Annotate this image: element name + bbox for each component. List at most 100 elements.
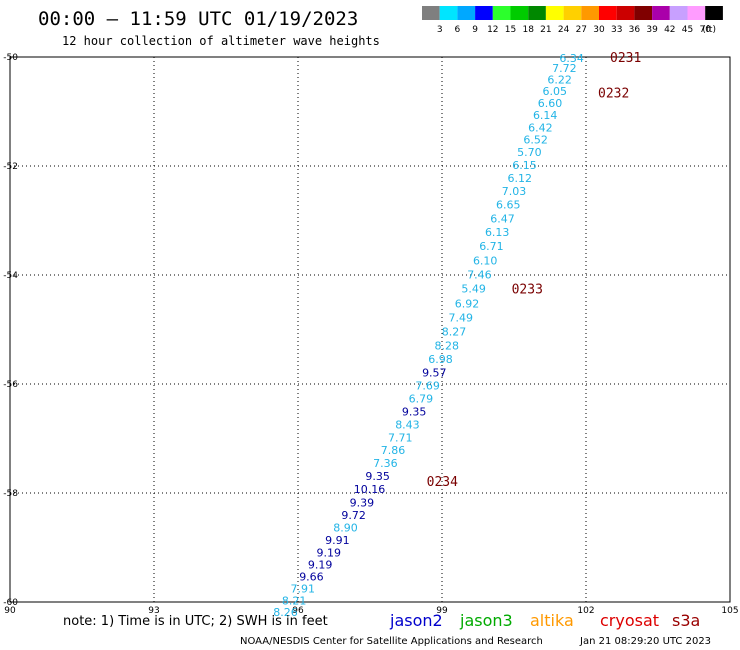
colorbar-label: 18 (522, 25, 534, 35)
colorbar-label: 3 (437, 25, 443, 35)
wave-height-value: 7.46 (467, 268, 492, 281)
colorbar-swatch (705, 6, 723, 20)
colorbar-swatch (439, 6, 458, 20)
pass-label: 0233 (512, 283, 543, 298)
colorbar-unit: (ft) (702, 25, 716, 35)
wave-height-value: 8.26 (273, 606, 298, 619)
y-tick-label: -50 (3, 53, 18, 63)
credit-text: NOAA/NESDIS Center for Satellite Applica… (240, 636, 543, 647)
footer-note: note: 1) Time is in UTC; 2) SWH is in fe… (63, 614, 328, 629)
wave-height-value: 6.52 (523, 133, 548, 146)
satellite-label: jason2 (389, 611, 443, 630)
x-tick-label: 93 (148, 606, 159, 616)
wave-height-value: 5.70 (517, 146, 542, 159)
wave-height-value: 7.69 (415, 380, 440, 393)
colorbar-swatch (422, 6, 440, 20)
wave-height-value: 8.43 (395, 418, 420, 431)
satellite-legend: jason2 jason3 altika cryosat s3a (389, 611, 700, 630)
y-tick-label: -56 (3, 380, 18, 390)
wave-height-value: 8.90 (333, 521, 358, 534)
chart-subtitle: 12 hour collection of altimeter wave hei… (62, 34, 380, 48)
wave-height-value: 6.60 (538, 97, 563, 110)
colorbar-swatch (563, 6, 582, 20)
plot-frame (9, 56, 731, 603)
wave-height-value: 7.91 (291, 582, 316, 595)
y-tick-label: -54 (3, 271, 18, 281)
colorbar-label: 9 (472, 25, 478, 35)
x-tick-label: 105 (721, 606, 738, 616)
colorbar-label: 12 (487, 25, 498, 35)
colorbar-label: 45 (682, 25, 693, 35)
wave-height-value: 6.34 (559, 52, 584, 65)
colorbar-legend: 3 6 9 12 15 18 21 24 27 30 33 36 39 42 45 70(ft) (422, 6, 723, 35)
wave-height-value: 8.28 (435, 339, 460, 352)
colorbar-label: 39 (646, 25, 658, 35)
x-tick-label: 90 (4, 606, 16, 616)
wave-height-value: 6.10 (473, 254, 498, 267)
x-tick-label: 102 (577, 606, 594, 616)
colorbar-swatch (475, 6, 493, 20)
colorbar-swatch (545, 6, 564, 20)
wave-height-value: 8.21 (282, 594, 307, 607)
colorbar-swatch (492, 6, 511, 20)
wave-height-value: 6.47 (490, 212, 515, 225)
colorbar-swatch (687, 6, 706, 20)
colorbar-label: 36 (629, 25, 641, 35)
grid-lines (10, 57, 730, 602)
wave-height-value: 9.39 (350, 496, 375, 509)
pass-labels: 0231 0232 0233 0234 (427, 51, 642, 490)
colorbar-label: 33 (611, 25, 622, 35)
wave-height-value: 7.71 (388, 431, 413, 444)
wave-height-value: 6.92 (455, 297, 480, 310)
wave-height-value: 7.36 (373, 457, 398, 470)
pass-label: 0231 (610, 51, 641, 66)
wave-height-value: 6.79 (409, 393, 434, 406)
wave-height-value: 6.22 (547, 73, 572, 86)
pass-label: 0234 (427, 475, 458, 490)
chart-title: 00:00 – 11:59 UTC 01/19/2023 (38, 8, 358, 30)
y-tick-label: -60 (3, 598, 18, 608)
wave-height-value: 9.72 (341, 509, 366, 522)
wave-height-value: 9.66 (299, 570, 324, 583)
colorbar-swatch (510, 6, 529, 20)
colorbar-label: 27 (576, 25, 587, 35)
wave-height-value: 6.42 (528, 121, 553, 134)
wave-height-value: 5.49 (461, 283, 486, 296)
colorbar-label: 30 (593, 25, 605, 35)
colorbar-label: 6 (455, 25, 461, 35)
wave-height-value: 9.19 (316, 546, 341, 559)
satellite-label: altika (530, 611, 574, 630)
wave-height-value: 6.98 (428, 353, 453, 366)
wave-height-value: 7.86 (381, 444, 406, 457)
pass-label: 0232 (598, 86, 629, 101)
wave-height-value: 10.16 (354, 483, 386, 496)
colorbar-swatch (599, 6, 617, 20)
satellite-label: cryosat (600, 611, 659, 630)
colorbar-label: 21 (540, 25, 551, 35)
colorbar-swatch (581, 6, 599, 20)
satellite-label: s3a (672, 611, 700, 630)
timestamp-text: Jan 21 08:29:20 UTC 2023 (579, 636, 711, 647)
wave-height-value: 6.12 (508, 172, 533, 185)
wave-height-value: 9.19 (308, 558, 333, 571)
wave-height-value: 6.14 (533, 109, 558, 122)
wave-height-value: 7.03 (502, 185, 527, 198)
wave-height-value: 6.05 (543, 85, 568, 98)
colorbar-label: 15 (505, 25, 516, 35)
x-tick-label: 96 (292, 606, 304, 616)
colorbar-swatch (669, 6, 688, 20)
wave-height-value: 9.57 (422, 367, 447, 380)
colorbar-swatch (528, 6, 546, 20)
colorbar-swatch (634, 6, 653, 20)
colorbar-label: 24 (558, 25, 570, 35)
wave-height-value: 7.49 (448, 312, 473, 325)
y-tick-label: -52 (3, 162, 18, 172)
wave-height-value: 6.65 (496, 199, 521, 212)
y-tick-label: -58 (3, 489, 18, 499)
plot-area: 90 93 96 99 102 105-50-52-54-56-58-60 6.347.7… (3, 51, 738, 619)
wave-height-value: 6.15 (512, 159, 537, 172)
axis-ticks: 90 93 96 99 102 105 -50 -52 -54 -56 -58 -60 (3, 53, 738, 616)
colorbar-swatch (652, 6, 670, 20)
wave-height-value: 7.72 (552, 62, 577, 75)
